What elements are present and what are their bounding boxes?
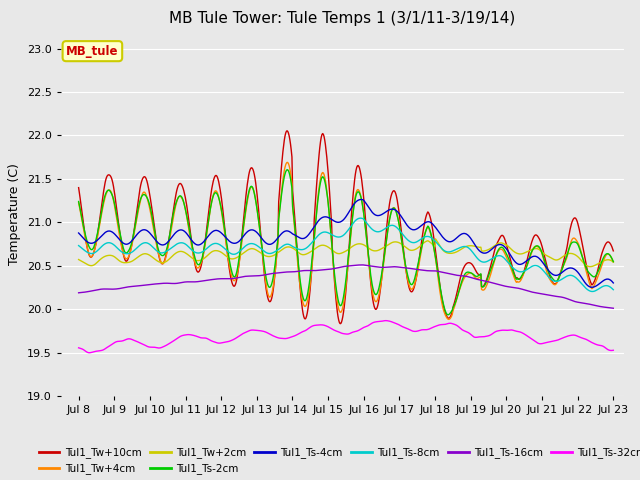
Tul1_Ts-4cm bbox=[357, 197, 365, 203]
Tul1_Tw+10cm bbox=[609, 248, 617, 254]
Tul1_Tw+10cm bbox=[236, 255, 243, 261]
Tul1_Tw+2cm bbox=[75, 257, 83, 263]
Tul1_Tw+2cm bbox=[138, 252, 145, 258]
Tul1_Ts-8cm bbox=[356, 215, 364, 221]
Line: Tul1_Ts-32cm: Tul1_Ts-32cm bbox=[79, 321, 613, 353]
Tul1_Tw+4cm bbox=[138, 194, 145, 200]
Tul1_Ts-4cm bbox=[138, 228, 145, 233]
Tul1_Ts-16cm bbox=[236, 275, 243, 280]
Tul1_Tw+10cm bbox=[282, 129, 290, 134]
Tul1_Ts-2cm bbox=[402, 263, 410, 268]
Line: Tul1_Ts-8cm: Tul1_Ts-8cm bbox=[79, 218, 613, 291]
Tul1_Ts-32cm bbox=[75, 345, 83, 351]
Legend: Tul1_Tw+10cm, Tul1_Tw+4cm, Tul1_Tw+2cm, Tul1_Ts-2cm, Tul1_Ts-4cm, Tul1_Ts-8cm, T: Tul1_Tw+10cm, Tul1_Tw+4cm, Tul1_Tw+2cm, … bbox=[35, 443, 640, 479]
Text: MB_tule: MB_tule bbox=[66, 45, 118, 58]
Tul1_Ts-32cm bbox=[403, 325, 410, 331]
Tul1_Ts-8cm bbox=[609, 287, 617, 293]
Tul1_Ts-16cm bbox=[609, 305, 617, 311]
Tul1_Ts-2cm bbox=[432, 255, 440, 261]
Tul1_Tw+2cm bbox=[236, 253, 243, 259]
Tul1_Tw+10cm bbox=[75, 185, 83, 191]
Tul1_Ts-4cm bbox=[609, 280, 617, 286]
Tul1_Ts-16cm bbox=[359, 262, 367, 268]
Tul1_Tw+4cm bbox=[282, 160, 290, 166]
Tul1_Ts-4cm bbox=[262, 240, 270, 246]
Tul1_Ts-16cm bbox=[75, 290, 83, 296]
Tul1_Tw+10cm bbox=[284, 128, 291, 133]
Tul1_Ts-4cm bbox=[236, 238, 243, 243]
Tul1_Tw+4cm bbox=[236, 257, 243, 263]
Tul1_Ts-8cm bbox=[236, 249, 243, 254]
Tul1_Ts-32cm bbox=[237, 332, 244, 338]
Tul1_Tw+2cm bbox=[401, 244, 409, 250]
Tul1_Ts-32cm bbox=[382, 318, 390, 324]
Tul1_Tw+4cm bbox=[75, 200, 83, 205]
Tul1_Ts-16cm bbox=[138, 283, 145, 288]
Line: Tul1_Tw+4cm: Tul1_Tw+4cm bbox=[79, 162, 613, 319]
Tul1_Ts-4cm bbox=[588, 285, 596, 290]
Tul1_Ts-32cm bbox=[433, 323, 440, 329]
Tul1_Ts-8cm bbox=[75, 243, 83, 249]
Tul1_Ts-32cm bbox=[85, 350, 93, 356]
Tul1_Tw+4cm bbox=[609, 259, 617, 265]
Tul1_Tw+4cm bbox=[284, 159, 291, 165]
Y-axis label: Temperature (C): Temperature (C) bbox=[8, 163, 21, 264]
Tul1_Ts-2cm bbox=[282, 168, 290, 173]
Tul1_Tw+2cm bbox=[432, 236, 440, 242]
Tul1_Tw+4cm bbox=[402, 265, 410, 271]
Tul1_Tw+4cm bbox=[432, 256, 440, 262]
Line: Tul1_Tw+10cm: Tul1_Tw+10cm bbox=[79, 131, 613, 324]
Line: Tul1_Ts-4cm: Tul1_Ts-4cm bbox=[79, 200, 613, 288]
Tul1_Ts-8cm bbox=[282, 241, 290, 247]
Tul1_Ts-4cm bbox=[432, 225, 440, 230]
Tul1_Ts-16cm bbox=[262, 272, 270, 277]
Tul1_Tw+2cm bbox=[586, 264, 594, 270]
Tul1_Ts-2cm bbox=[284, 167, 291, 173]
Tul1_Ts-32cm bbox=[138, 341, 146, 347]
Line: Tul1_Ts-2cm: Tul1_Ts-2cm bbox=[79, 170, 613, 315]
Tul1_Ts-4cm bbox=[282, 228, 290, 234]
Tul1_Tw+10cm bbox=[138, 180, 145, 185]
Tul1_Ts-4cm bbox=[402, 220, 410, 226]
Tul1_Tw+2cm bbox=[431, 244, 438, 250]
Tul1_Ts-2cm bbox=[75, 199, 83, 204]
Tul1_Tw+10cm bbox=[433, 254, 440, 260]
Tul1_Tw+2cm bbox=[262, 253, 270, 259]
Tul1_Ts-2cm bbox=[262, 275, 270, 281]
Tul1_Ts-8cm bbox=[402, 235, 410, 240]
Tul1_Ts-2cm bbox=[236, 252, 243, 257]
Tul1_Ts-2cm bbox=[138, 194, 145, 200]
Line: Tul1_Ts-16cm: Tul1_Ts-16cm bbox=[79, 265, 613, 308]
Tul1_Ts-8cm bbox=[138, 241, 145, 247]
Title: MB Tule Tower: Tule Temps 1 (3/1/11-3/19/14): MB Tule Tower: Tule Temps 1 (3/1/11-3/19… bbox=[169, 11, 516, 26]
Tul1_Tw+4cm bbox=[262, 282, 270, 288]
Tul1_Tw+2cm bbox=[609, 259, 617, 265]
Tul1_Tw+10cm bbox=[336, 321, 344, 326]
Tul1_Ts-16cm bbox=[402, 265, 410, 271]
Tul1_Ts-2cm bbox=[444, 312, 452, 318]
Tul1_Ts-16cm bbox=[432, 268, 440, 274]
Tul1_Tw+10cm bbox=[403, 269, 410, 275]
Tul1_Ts-32cm bbox=[284, 336, 291, 341]
Tul1_Tw+2cm bbox=[282, 244, 290, 250]
Tul1_Ts-32cm bbox=[609, 348, 617, 353]
Tul1_Tw+4cm bbox=[445, 316, 452, 322]
Tul1_Ts-4cm bbox=[75, 230, 83, 236]
Tul1_Ts-32cm bbox=[263, 330, 271, 336]
Tul1_Ts-16cm bbox=[282, 269, 290, 275]
Line: Tul1_Tw+2cm: Tul1_Tw+2cm bbox=[79, 239, 613, 267]
Tul1_Ts-8cm bbox=[262, 250, 270, 255]
Tul1_Tw+10cm bbox=[262, 286, 270, 292]
Tul1_Ts-8cm bbox=[432, 239, 440, 244]
Tul1_Ts-8cm bbox=[589, 288, 596, 294]
Tul1_Ts-2cm bbox=[609, 259, 617, 264]
